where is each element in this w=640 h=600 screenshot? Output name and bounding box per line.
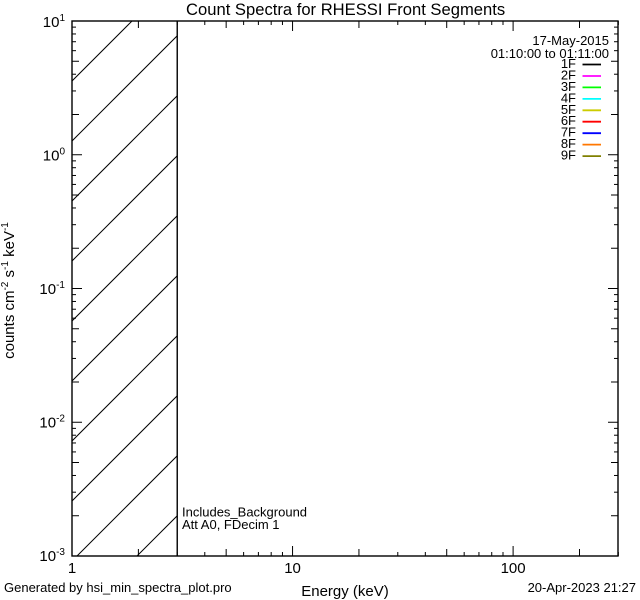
svg-text:1: 1 (68, 560, 76, 577)
svg-text:9F: 9F (561, 148, 576, 163)
svg-text:Energy (keV): Energy (keV) (301, 583, 389, 600)
svg-text:10: 10 (284, 560, 301, 577)
svg-text:Generated by hsi_min_spectra_p: Generated by hsi_min_spectra_plot.pro (4, 580, 232, 595)
svg-text:Att A0, FDecim 1: Att A0, FDecim 1 (182, 517, 280, 532)
svg-text:01:10:00 to 01:11:00: 01:10:00 to 01:11:00 (491, 46, 609, 61)
svg-text:100: 100 (501, 560, 526, 577)
svg-text:Count Spectra for RHESSI Front: Count Spectra for RHESSI Front Segments (186, 0, 505, 19)
svg-text:20-Apr-2023 21:27: 20-Apr-2023 21:27 (528, 580, 636, 595)
